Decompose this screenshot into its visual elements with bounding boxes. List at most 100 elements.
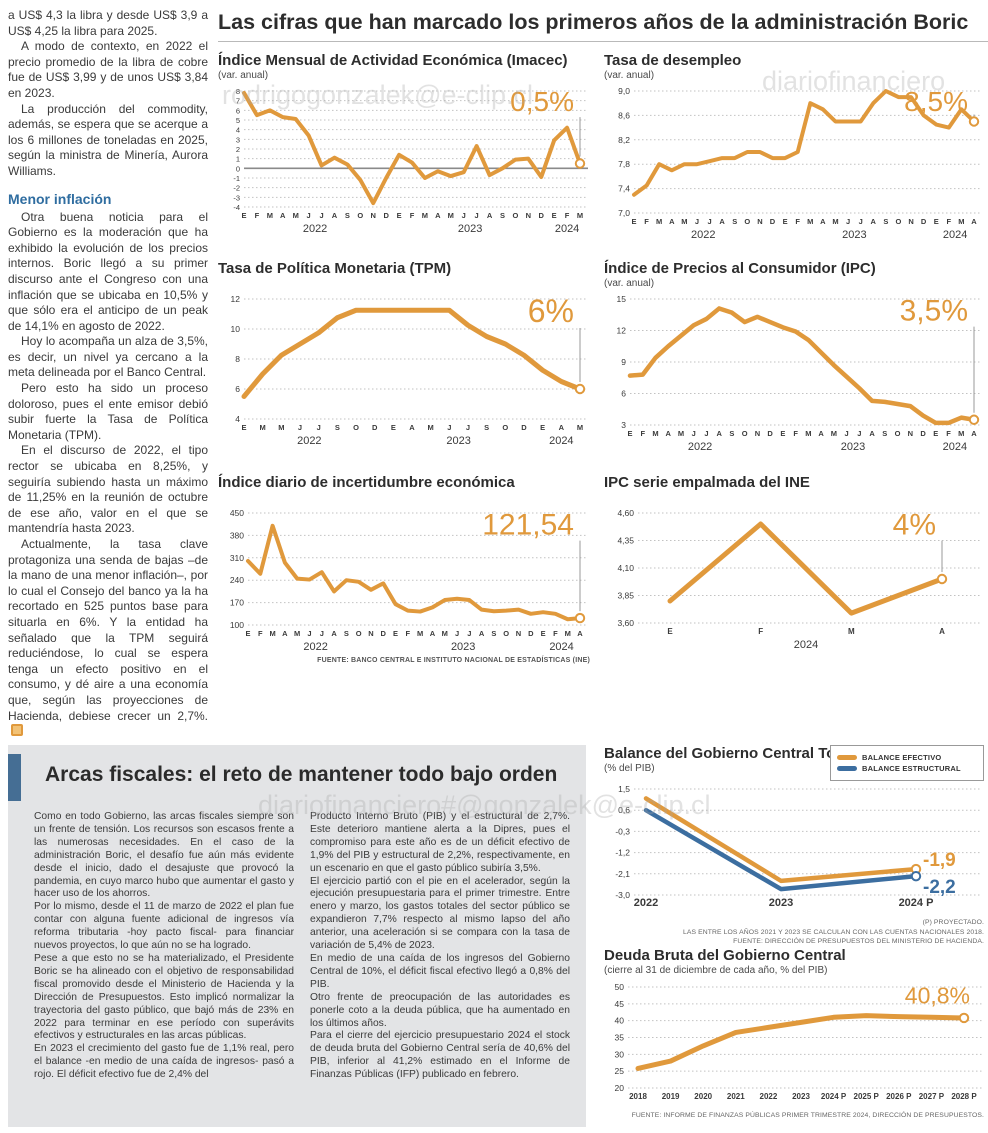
svg-text:M: M	[422, 211, 428, 220]
svg-text:A: A	[282, 629, 288, 638]
svg-text:240: 240	[230, 575, 244, 585]
article-paragraph: En el discurso de 2022, el tipo rector s…	[8, 443, 208, 536]
svg-text:1: 1	[236, 155, 240, 164]
svg-text:A: A	[666, 429, 672, 438]
svg-text:M: M	[832, 217, 838, 226]
svg-text:-0,3: -0,3	[615, 826, 630, 836]
svg-text:O: O	[742, 429, 748, 438]
svg-text:3: 3	[236, 135, 240, 144]
svg-text:N: N	[757, 217, 762, 226]
svg-text:0,6: 0,6	[618, 805, 630, 815]
svg-text:-1: -1	[233, 174, 240, 183]
svg-text:A: A	[971, 217, 977, 226]
chart-subtitle: (cierre al 31 de diciembre de cada año, …	[604, 964, 828, 976]
svg-text:O: O	[744, 217, 750, 226]
svg-text:E: E	[627, 429, 632, 438]
chart-ipc: Índice de Precios al Consumidor (IPC) (v…	[604, 260, 984, 458]
svg-text:100: 100	[230, 620, 244, 630]
svg-text:D: D	[767, 429, 773, 438]
svg-text:20: 20	[615, 1083, 625, 1093]
svg-text:M: M	[269, 629, 275, 638]
svg-text:12: 12	[231, 294, 241, 304]
svg-text:-1,9: -1,9	[923, 850, 956, 871]
svg-text:25: 25	[615, 1066, 625, 1076]
svg-text:A: A	[280, 211, 286, 220]
svg-text:-2,1: -2,1	[615, 869, 630, 879]
svg-text:A: A	[716, 429, 722, 438]
svg-text:M: M	[681, 217, 687, 226]
svg-text:2022: 2022	[303, 223, 327, 235]
panel-column-left: Como en todo Gobierno, las arcas fiscale…	[34, 811, 294, 1082]
svg-text:J: J	[707, 217, 711, 226]
svg-text:6%: 6%	[528, 293, 574, 329]
svg-text:F: F	[946, 429, 951, 438]
svg-text:J: J	[475, 211, 479, 220]
svg-text:-3: -3	[233, 193, 240, 202]
svg-text:F: F	[795, 217, 800, 226]
svg-text:35: 35	[615, 1032, 625, 1042]
svg-text:2024: 2024	[555, 223, 579, 235]
svg-text:A: A	[939, 627, 945, 636]
svg-text:A: A	[479, 629, 485, 638]
svg-text:D: D	[770, 217, 776, 226]
svg-text:J: J	[307, 211, 311, 220]
svg-text:10: 10	[231, 324, 241, 334]
svg-text:D: D	[372, 423, 378, 432]
svg-text:380: 380	[230, 530, 244, 540]
svg-text:D: D	[920, 429, 926, 438]
svg-text:F: F	[565, 211, 570, 220]
svg-text:8,2: 8,2	[618, 135, 630, 145]
svg-text:7,4: 7,4	[618, 184, 630, 194]
svg-text:J: J	[447, 423, 451, 432]
svg-text:A: A	[669, 217, 675, 226]
svg-text:0: 0	[236, 164, 240, 173]
svg-text:M: M	[294, 629, 300, 638]
svg-text:2024 P: 2024 P	[821, 1092, 847, 1101]
svg-text:A: A	[409, 423, 415, 432]
panel-paragraph: Pese a que esto no se ha materializado, …	[34, 952, 294, 1042]
svg-text:D: D	[921, 217, 927, 226]
svg-text:A: A	[487, 211, 493, 220]
svg-text:A: A	[818, 429, 824, 438]
svg-text:J: J	[319, 211, 323, 220]
svg-text:N: N	[516, 629, 521, 638]
svg-text:E: E	[391, 423, 396, 432]
legend-item-efectivo: BALANCE EFECTIVO	[837, 753, 977, 762]
svg-text:E: E	[241, 423, 246, 432]
article-paragraph: La producción del commodity, además, se …	[8, 101, 208, 178]
panel-heading: Arcas fiscales: el reto de mantener todo…	[45, 763, 558, 786]
svg-text:4,10: 4,10	[617, 563, 634, 573]
svg-text:A: A	[869, 429, 875, 438]
svg-text:F: F	[410, 211, 415, 220]
svg-text:J: J	[317, 423, 321, 432]
svg-text:2023: 2023	[792, 1092, 810, 1101]
chart-title: Índice diario de incertidumbre económica	[218, 474, 515, 491]
svg-text:A: A	[871, 217, 877, 226]
svg-text:310: 310	[230, 553, 244, 563]
svg-text:E: E	[667, 627, 673, 636]
panel-paragraph: Producto Interno Bruto (PIB) y el estruc…	[310, 811, 570, 874]
svg-text:D: D	[521, 423, 527, 432]
footnote: LAS ENTRE LOS AÑOS 2021 Y 2023 SE CALCUL…	[682, 928, 984, 936]
svg-text:M: M	[577, 211, 583, 220]
svg-text:S: S	[344, 629, 349, 638]
svg-text:9,0: 9,0	[618, 86, 630, 96]
svg-text:0,5%: 0,5%	[510, 86, 574, 117]
svg-text:M: M	[807, 217, 813, 226]
svg-text:J: J	[692, 429, 696, 438]
svg-text:3: 3	[621, 420, 626, 430]
svg-text:M: M	[958, 217, 964, 226]
svg-text:J: J	[298, 423, 302, 432]
estructural-swatch-icon	[837, 766, 857, 771]
svg-text:O: O	[503, 629, 509, 638]
svg-text:-1,2: -1,2	[615, 848, 630, 858]
svg-text:J: J	[466, 423, 470, 432]
panel-paragraph: Otro frente de preocupación de las autor…	[310, 991, 570, 1029]
svg-text:8,6: 8,6	[618, 110, 630, 120]
chart-imacec: Índice Mensual de Actividad Económica (I…	[218, 52, 590, 240]
svg-text:F: F	[793, 429, 798, 438]
article-paragraph: Hoy lo acompaña un alza de 3,5%, es deci…	[8, 334, 208, 380]
svg-text:2022: 2022	[634, 897, 658, 909]
